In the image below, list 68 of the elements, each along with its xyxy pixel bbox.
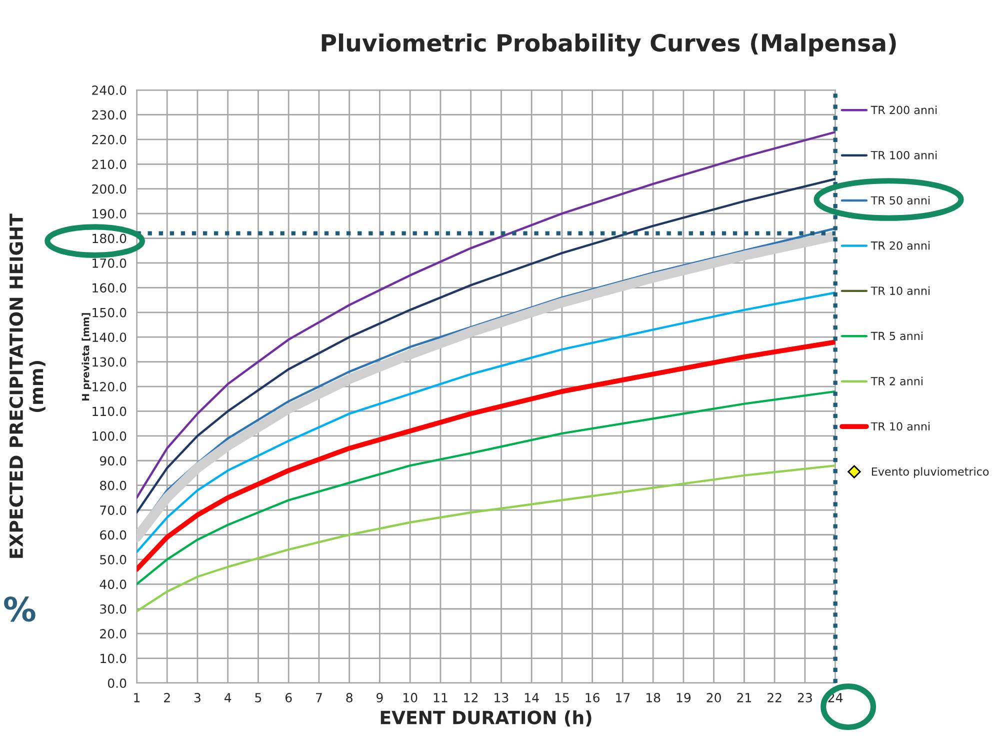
- legend-label: TR 20 anni: [870, 241, 930, 250]
- x-tick-label: 17: [616, 693, 630, 702]
- x-tick-label: 23: [798, 692, 812, 702]
- legend-label: TR 50 anni: [870, 196, 930, 205]
- y-tick-label: 140.0: [92, 332, 126, 342]
- y-tick-label: 240.0: [92, 85, 126, 95]
- line-series: [136, 390, 836, 586]
- y-tick-label: 220.0: [92, 134, 126, 144]
- x-axis-title: EVENT DURATION (h): [380, 710, 592, 726]
- x-tick-label: 19: [676, 692, 691, 702]
- y-tick-label: 200.0: [92, 184, 126, 194]
- x-tick-label: 12: [464, 692, 478, 702]
- y-tick-label: 180.0: [92, 234, 126, 244]
- text: %: [4, 596, 36, 622]
- x-tick-label: 16: [586, 692, 600, 702]
- x-tick-label: 10: [404, 692, 418, 702]
- x-tick-label: 3: [194, 692, 200, 702]
- line-series: [136, 130, 836, 499]
- y-tick-label: 150.0: [92, 308, 126, 318]
- y-tick-label: 80.0: [100, 480, 126, 490]
- y-tick-label: 0.0: [108, 678, 126, 688]
- y-tick-label: 160.0: [92, 283, 126, 293]
- legend-label: TR 2 anni: [870, 376, 922, 386]
- x-tick-label: 9: [376, 692, 383, 702]
- y-tick-label: 60.0: [100, 530, 126, 540]
- y-tick-label: 90.0: [100, 456, 126, 466]
- legend-label: TR 100 anni: [870, 150, 937, 160]
- y-tick-label: 190.0: [92, 209, 126, 218]
- y-tick-label: 170.0: [92, 258, 126, 268]
- line-series: [136, 178, 836, 514]
- legend-label: TR 200 anni: [870, 106, 937, 114]
- line-series: [136, 292, 836, 554]
- y-tick-label: 50.0: [100, 554, 126, 564]
- x-tick-label: 1: [134, 693, 140, 702]
- x-tick-label: 14: [525, 693, 539, 702]
- x-tick-label: 21: [737, 692, 752, 702]
- y-tick-label: 70.0: [100, 506, 126, 515]
- y-tick-label: 20.0: [100, 629, 126, 639]
- legend-label: Evento pluviometrico: [872, 467, 989, 478]
- x-tick-label: 4: [224, 693, 232, 702]
- line-series: [136, 464, 836, 612]
- line-series: [136, 340, 836, 572]
- x-tick-label: 20: [706, 692, 721, 702]
- x-tick-label: 11: [434, 693, 448, 702]
- x-tick-label: 6: [285, 692, 292, 702]
- x-tick-label: 18: [646, 692, 660, 702]
- x-tick-label: 8: [346, 692, 352, 702]
- y-axis-title: EXPECTED PRECIPITATION HEIGHT (mm): [9, 214, 46, 558]
- x-tick-label: 13: [494, 692, 508, 702]
- legend-label: TR 10 anni: [870, 286, 930, 295]
- legend-label: TR 10 anni: [870, 422, 930, 431]
- y-tick-label: 10.0: [100, 654, 126, 664]
- y-tick-label: 110.0: [92, 406, 126, 416]
- legend-label: TR 5 anni: [870, 332, 922, 340]
- x-tick-label: 5: [255, 693, 262, 702]
- y-tick-label: 120.0: [92, 382, 126, 392]
- y-tick-label: 30.0: [100, 604, 126, 614]
- x-tick-label: 2: [164, 692, 170, 702]
- x-tick-label: 7: [316, 693, 322, 702]
- y-tick-label: 40.0: [100, 580, 126, 590]
- y-tick-label: 210.0: [92, 160, 126, 170]
- x-tick-label: 15: [555, 693, 569, 702]
- y-tick-label: 100.0: [92, 431, 126, 441]
- y-tick-label: 130.0: [92, 357, 126, 367]
- chart-title: Pluviometric Probability Curves (Malpensa): [322, 33, 896, 57]
- x-tick-label: 22: [768, 692, 782, 702]
- text: H prevista [mm]: [82, 313, 92, 400]
- y-tick-label: 230.0: [92, 110, 126, 120]
